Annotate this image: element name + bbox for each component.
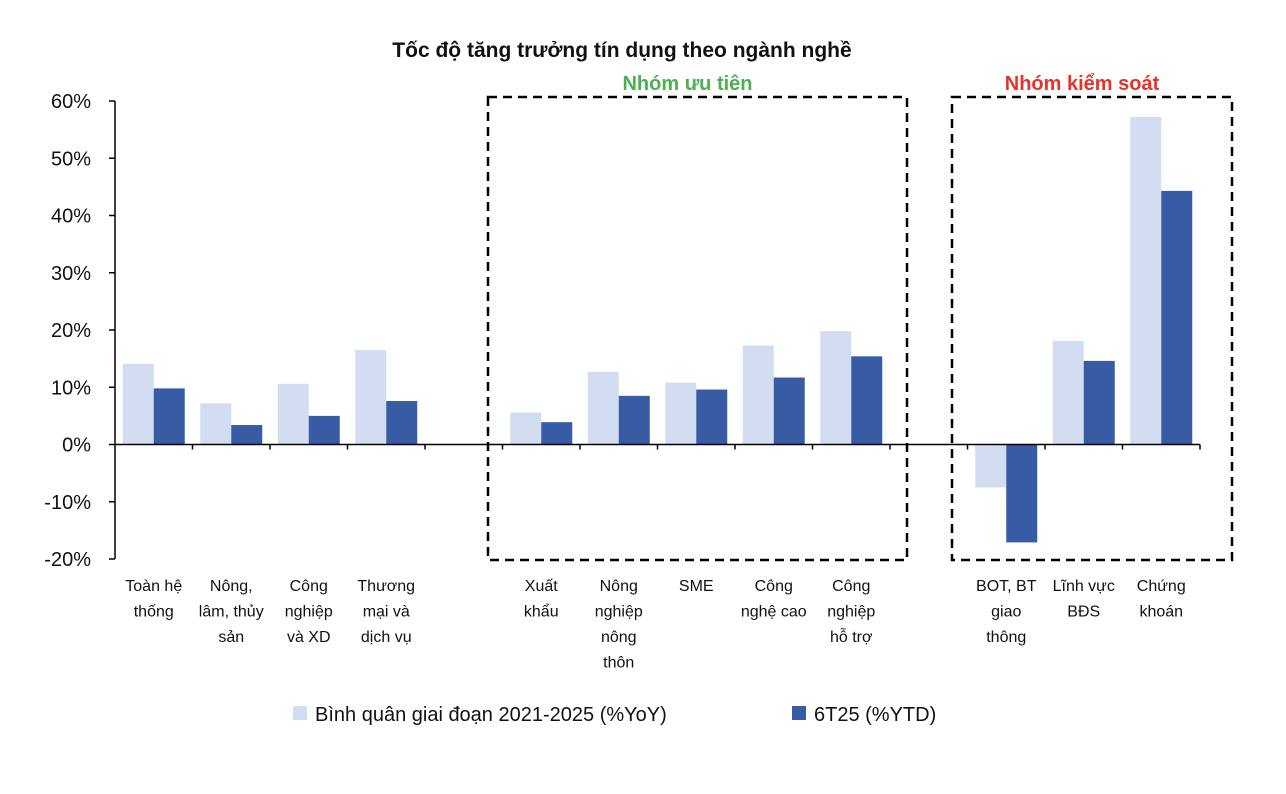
bar-6t25 <box>308 415 340 445</box>
x-category-label-line: hỗ trợ <box>830 627 873 646</box>
bar-average-2021-2025 <box>200 403 232 445</box>
bar-average-2021-2025 <box>122 363 154 445</box>
x-category-label-line: Công <box>290 578 328 595</box>
x-category-label: BOT, BT giao thông <box>976 578 1037 646</box>
bar-average-2021-2025 <box>665 382 697 445</box>
legend-label: 6T25 (%YTD) <box>814 704 936 726</box>
x-category-label-line: nghiệp <box>827 604 875 621</box>
x-category-label-line: thống <box>134 604 174 621</box>
x-category-label-line: thôn <box>603 655 634 672</box>
x-category-label: Lĩnh vực BĐS <box>1053 578 1115 621</box>
x-category-label-line: sản <box>218 629 244 646</box>
x-category-label: Nông, lâm, thủy sản <box>199 578 264 646</box>
x-category-label-line: dịch vụ <box>361 629 412 646</box>
y-tick-label: -10% <box>44 492 91 514</box>
x-category-label-line: Công <box>832 578 870 595</box>
bar-average-2021-2025 <box>1130 117 1162 445</box>
bar-average-2021-2025 <box>742 345 774 445</box>
bar-6t25 <box>386 400 418 445</box>
group-label: Nhóm kiểm soát <box>1005 73 1160 95</box>
chart-title: Tốc độ tăng trưởng tín dụng theo ngành n… <box>392 39 851 62</box>
bar-6t25 <box>1083 360 1115 445</box>
x-category-label: Công nghiệp và XD <box>285 578 333 646</box>
bar-6t25 <box>618 395 650 445</box>
bar-average-2021-2025 <box>355 350 387 445</box>
y-tick-label: 20% <box>51 320 91 342</box>
x-category-label-line: mại và <box>363 604 410 621</box>
bar-6t25 <box>851 356 883 445</box>
bar-average-2021-2025 <box>1052 340 1084 445</box>
group-box-0 <box>486 95 909 562</box>
x-category-label-line: lâm, thủy <box>199 604 264 621</box>
legend-swatch <box>792 706 806 720</box>
bar-6t25 <box>1161 190 1193 445</box>
y-tick-label: 40% <box>51 206 91 228</box>
bar-6t25 <box>1006 444 1038 543</box>
y-tick-label: 0% <box>62 435 91 457</box>
x-category-label: Toàn hệ thống <box>125 578 182 621</box>
legend-swatch <box>293 706 307 720</box>
x-category-label: Chứng khoán <box>1137 578 1186 621</box>
bar-average-2021-2025 <box>510 412 542 445</box>
x-category-label-line: nghiệp <box>595 604 643 621</box>
y-tick-label: 30% <box>51 263 91 285</box>
x-category-label-line: giao <box>991 604 1021 621</box>
x-category-label-line: và XD <box>287 629 331 646</box>
bar-average-2021-2025 <box>820 331 852 445</box>
x-category-label-line: BOT, BT <box>976 578 1037 595</box>
bar-average-2021-2025 <box>277 383 309 445</box>
x-category-label: Thương mại và dịch vụ <box>357 578 415 646</box>
y-tick-label: 10% <box>51 377 91 399</box>
x-category-label-line: khoán <box>1139 604 1183 621</box>
x-category-label-line: Công <box>755 578 793 595</box>
x-category-label-line: SME <box>679 578 714 595</box>
x-category-label-line: Thương <box>357 578 415 595</box>
x-category-label-line: nghệ cao <box>741 604 807 621</box>
x-category-label-line: khẩu <box>524 603 559 621</box>
bar-6t25 <box>696 389 728 445</box>
x-category-label-line: nghiệp <box>285 604 333 621</box>
y-tick-label: 60% <box>51 91 91 113</box>
x-category-label: Nông nghiệp nông thôn <box>595 578 643 672</box>
bar-average-2021-2025 <box>587 371 619 445</box>
x-category-label-line: thông <box>986 629 1026 646</box>
y-tick-label: -20% <box>44 549 91 571</box>
x-category-label: Công nghệ cao <box>741 578 807 621</box>
bar-6t25 <box>231 425 263 445</box>
group-box-1 <box>950 95 1234 562</box>
group-label: Nhóm ưu tiên <box>622 73 752 95</box>
x-category-label-line: BĐS <box>1067 604 1100 621</box>
x-category-label: Công nghiệp hỗ trợ <box>827 578 875 646</box>
x-category-label-line: Lĩnh vực <box>1053 578 1115 595</box>
x-category-label: SME <box>679 578 714 595</box>
bar-6t25 <box>153 388 185 445</box>
x-category-label-line: Toàn hệ <box>125 578 182 595</box>
x-category-label: Xuất khẩu <box>524 578 559 621</box>
legend-label: Bình quân giai đoạn 2021-2025 (%YoY) <box>315 704 667 726</box>
x-category-label-line: Nông <box>600 578 638 595</box>
x-category-label-line: Chứng <box>1137 578 1186 595</box>
bar-average-2021-2025 <box>975 444 1007 488</box>
bar-6t25 <box>541 422 573 445</box>
x-category-label-line: Xuất <box>525 578 558 595</box>
x-category-label-line: Nông, <box>210 578 253 595</box>
bar-6t25 <box>773 377 805 445</box>
x-category-label-line: nông <box>601 629 637 646</box>
y-tick-label: 50% <box>51 148 91 170</box>
